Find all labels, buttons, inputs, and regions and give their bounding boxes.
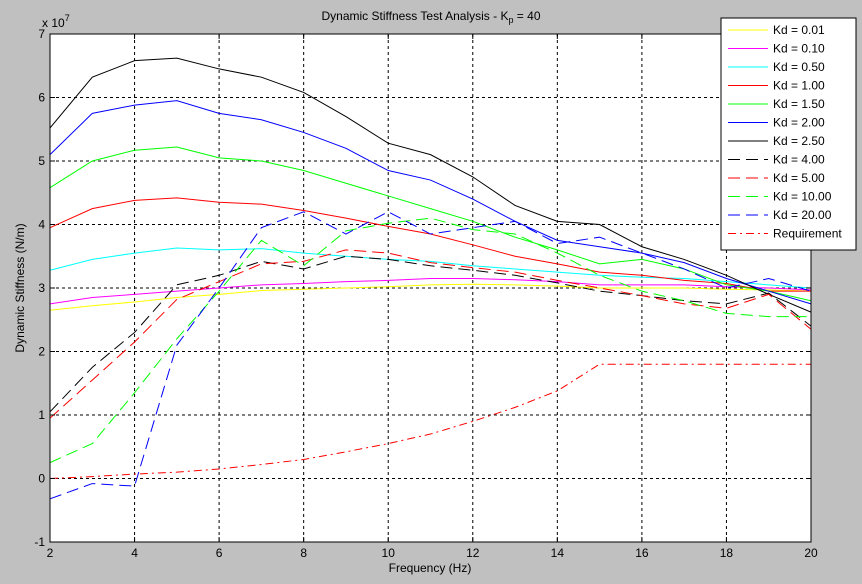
legend-items: Kd = 0.01 Kd = 0.10 Kd = 0.50 Kd = 1.00 Kd =… [728,23,842,241]
series-line-0 [49,283,812,311]
chart-title-tail: = 40 [513,9,540,23]
y-tick-label: 5 [38,154,45,168]
x-tick-label: 4 [131,546,138,560]
legend: Kd = 0.01 Kd = 0.10 Kd = 0.50 Kd = 1.00 Kd =… [720,17,857,251]
y-tick-label: 7 [38,27,45,41]
series-line-8 [49,249,812,419]
x-tick-label: 2 [47,546,54,560]
legend-label-4: Kd = 1.50 [773,97,825,111]
series-line-2 [49,247,812,289]
legend-label-7: Kd = 4.00 [773,153,825,167]
x-tick-label: 6 [216,546,223,560]
y-multiplier: x 107 [42,13,70,30]
x-axis-label: Frequency (Hz) [389,561,472,575]
series-line-6 [49,57,812,313]
legend-label-8: Kd = 5.00 [773,171,825,185]
series-line-7 [49,255,812,413]
y-tick-label: 3 [38,281,45,295]
y-tick-label: 2 [38,345,45,359]
x-tick-label: 16 [635,546,649,560]
x-tick-label: 14 [551,546,565,560]
chart-title-subscript: p [508,15,513,25]
y-axis-label: Dynamic Stiffness (N/m) [13,223,27,352]
y-tick-label: 6 [38,91,45,105]
series-line-5 [49,100,812,305]
legend-box [720,17,857,251]
x-tick-label: 18 [720,546,734,560]
series-line-11 [49,363,811,479]
legend-label-5: Kd = 2.00 [773,116,825,130]
x-tick-label: 12 [466,546,480,560]
legend-label-6: Kd = 2.50 [773,134,825,148]
ticks [49,33,812,543]
legend-label-2: Kd = 0.50 [773,60,825,74]
series-lines [49,57,812,500]
legend-label-3: Kd = 1.00 [773,79,825,93]
y-multiplier-base: x 10 [42,16,65,30]
x-tick-label: 20 [804,546,818,560]
legend-label-9: Kd = 10.00 [773,190,832,204]
series-line-1 [49,277,812,305]
y-tick-label: 0 [38,472,45,486]
y-multiplier-exponent: 7 [65,13,70,23]
chart-title: Dynamic Stiffness Test Analysis - Kp = 4… [321,9,540,25]
legend-label-0: Kd = 0.01 [773,23,825,37]
grid [50,34,811,542]
chart-title-main: Dynamic Stiffness Test Analysis - K [321,9,508,23]
y-tick-label: -1 [34,535,45,549]
series-line-10 [49,211,812,500]
legend-label-10: Kd = 20.00 [773,208,832,222]
legend-label-11: Requirement [773,227,842,241]
x-tick-label: 8 [300,546,307,560]
series-line-9 [49,217,811,464]
y-tick-label: 4 [38,218,45,232]
x-tick-label: 10 [382,546,396,560]
y-tick-label: 1 [38,408,45,422]
legend-label-1: Kd = 0.10 [773,42,825,56]
